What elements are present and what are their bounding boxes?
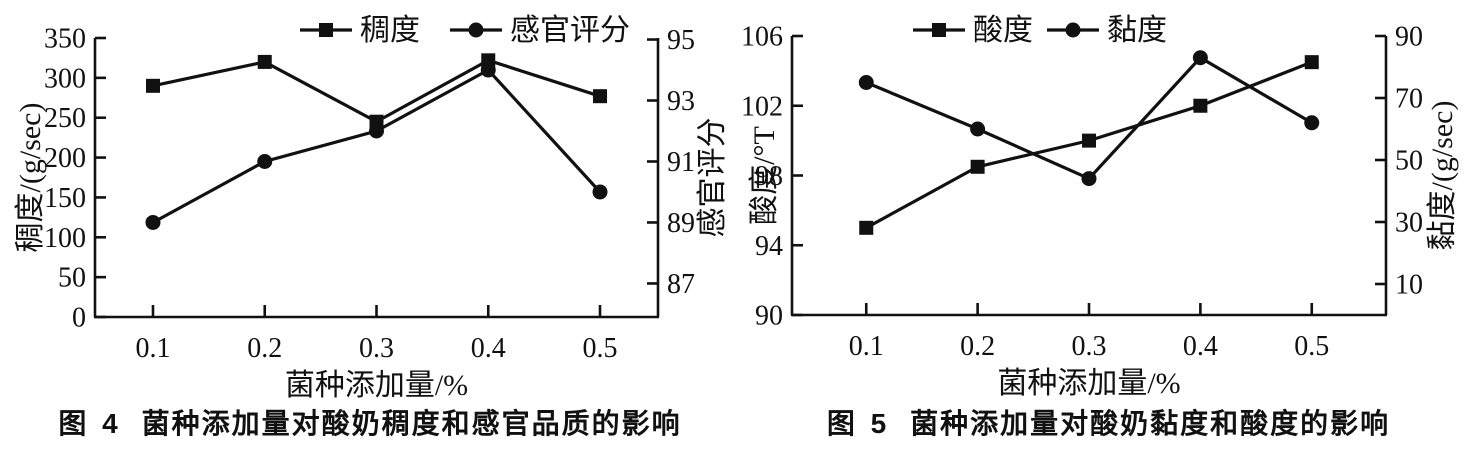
legend: 酸度 黏度 [913, 14, 1167, 47]
left-axis: 90 94 98 102 106 [741, 22, 803, 332]
series-consistency [145, 53, 608, 129]
left-axis-tick-label: 100 [44, 223, 86, 254]
legend-item-sensory-score: 感官评分 [450, 14, 630, 47]
left-axis: 0 50 100 150 200 250 300 350 [44, 24, 106, 334]
legend-item-consistency: 稠度 [300, 14, 420, 47]
left-axis-tick-label: 350 [44, 24, 86, 55]
right-axis-tick-label: 10 [1395, 270, 1423, 301]
legend-label: 酸度 [973, 14, 1033, 47]
right-axis-tick-label: 91 [667, 147, 695, 178]
figure4-caption-title: 菌种添加量对酸奶稠度和感官品质的影响 [141, 408, 682, 439]
figure4-caption-number: 图 4 [58, 408, 122, 439]
legend-label: 稠度 [360, 14, 420, 47]
legend-item-acidity: 酸度 [913, 14, 1033, 47]
right-axis-tick-label: 90 [1395, 22, 1423, 53]
series-sensory-score [145, 62, 608, 230]
left-axis-tick-label: 106 [741, 22, 783, 53]
x-axis-tick-label: 0.3 [359, 333, 394, 364]
right-axis-title: 感官评分 [696, 118, 729, 238]
figure5-caption-number: 图 5 [826, 408, 891, 439]
left-axis-tick-label: 102 [741, 91, 783, 122]
x-axis-title: 菌种添加量/% [285, 369, 468, 398]
left-axis-tick-label: 90 [755, 301, 783, 332]
legend-item-viscosity: 黏度 [1047, 14, 1167, 47]
figure-4: 0 50 100 150 200 250 300 350 87 89 91 93 95 0.1 0.2 0.3… [0, 0, 740, 442]
right-axis: 10 30 50 70 90 [1375, 22, 1423, 301]
figure4-caption: 图 4 菌种添加量对酸奶稠度和感官品质的影响 [0, 402, 740, 442]
x-axis-title: 菌种添加量/% [997, 367, 1180, 398]
series-acidity [859, 55, 1319, 235]
x-axis-tick-label: 0.1 [849, 331, 884, 362]
x-axis-tick-label: 0.3 [1072, 331, 1107, 362]
x-axis: 0.1 0.2 0.3 0.4 0.5 [849, 303, 1329, 362]
legend-label: 黏度 [1107, 14, 1167, 47]
x-axis-tick-label: 0.2 [247, 333, 282, 364]
right-axis-tick-label: 89 [667, 208, 695, 239]
series-viscosity [858, 50, 1320, 187]
left-axis-tick-label: 94 [755, 231, 783, 262]
x-axis-tick-label: 0.4 [471, 333, 506, 364]
left-axis-title: 稠度/(g/sec) [14, 103, 47, 253]
right-axis-tick-label: 30 [1395, 208, 1423, 239]
legend-label: 感官评分 [510, 14, 630, 47]
x-axis: 0.1 0.2 0.3 0.4 0.5 [135, 305, 618, 364]
x-axis-tick-label: 0.2 [960, 331, 995, 362]
left-axis-tick-label: 98 [755, 161, 783, 192]
x-axis-tick-label: 0.4 [1183, 331, 1218, 362]
figure5-caption-title: 菌种添加量对酸奶黏度和酸度的影响 [910, 408, 1391, 439]
right-axis: 87 89 91 93 95 [647, 25, 695, 300]
left-axis-tick-label: 250 [44, 103, 86, 134]
figure-5: 90 94 98 102 106 10 30 50 70 90 0.1 0.2 0.3 0.4 0.5 菌种添… [740, 0, 1477, 442]
right-axis-tick-label: 70 [1395, 84, 1423, 115]
x-axis-tick-label: 0.5 [583, 333, 618, 364]
right-axis-tick-label: 50 [1395, 146, 1423, 177]
right-axis-tick-label: 95 [667, 25, 695, 56]
left-axis-tick-label: 200 [44, 143, 86, 174]
x-axis-tick-label: 0.5 [1294, 331, 1329, 362]
x-axis-tick-label: 0.1 [135, 333, 170, 364]
left-axis-tick-label: 300 [44, 63, 86, 94]
left-axis-title: 酸度/°T [748, 126, 781, 225]
right-axis-tick-label: 93 [667, 86, 695, 117]
right-axis-tick-label: 87 [667, 269, 695, 300]
figure5-chart: 90 94 98 102 106 10 30 50 70 90 0.1 0.2 0.3 0.4 0.5 菌种添… [741, 14, 1459, 398]
right-axis-title: 黏度/(g/sec) [1426, 101, 1459, 251]
figure4-chart: 0 50 100 150 200 250 300 350 87 89 91 93 95 0.1 0.2 0.3… [14, 14, 729, 398]
left-axis-tick-label: 0 [72, 303, 86, 334]
legend: 稠度 感官评分 [300, 14, 630, 47]
figure5-caption: 图 5 菌种添加量对酸奶黏度和酸度的影响 [740, 402, 1477, 442]
left-axis-tick-label: 50 [58, 263, 86, 294]
left-axis-tick-label: 150 [44, 183, 86, 214]
